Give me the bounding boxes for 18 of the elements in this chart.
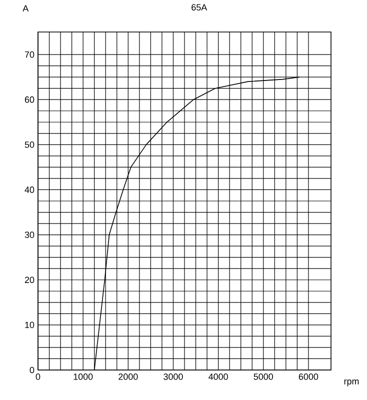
y-tick-label: 50 [24,141,34,148]
x-tick-label: 4000 [208,374,228,380]
y-tick-label: 60 [24,96,34,103]
x-tick-label: 2000 [118,374,138,380]
x-tick-label: 3000 [164,374,183,380]
chart-title: 65A [192,4,208,11]
y-axis-title: A [22,5,29,12]
y-tick-label: 40 [24,186,34,193]
y-tick-label: 20 [24,276,34,284]
y-tick-label: 10 [25,322,34,328]
y-tick-label: 70 [24,51,34,58]
x-tick-label: 1000 [74,374,93,380]
x-tick-label: 6000 [298,374,318,380]
x-tick-label: 0 [36,374,40,380]
x-axis-title: rpm [344,380,359,386]
y-tick-label: 0 [30,366,34,374]
y-tick-label: 30 [24,232,34,238]
x-tick-label: 5000 [254,374,274,380]
